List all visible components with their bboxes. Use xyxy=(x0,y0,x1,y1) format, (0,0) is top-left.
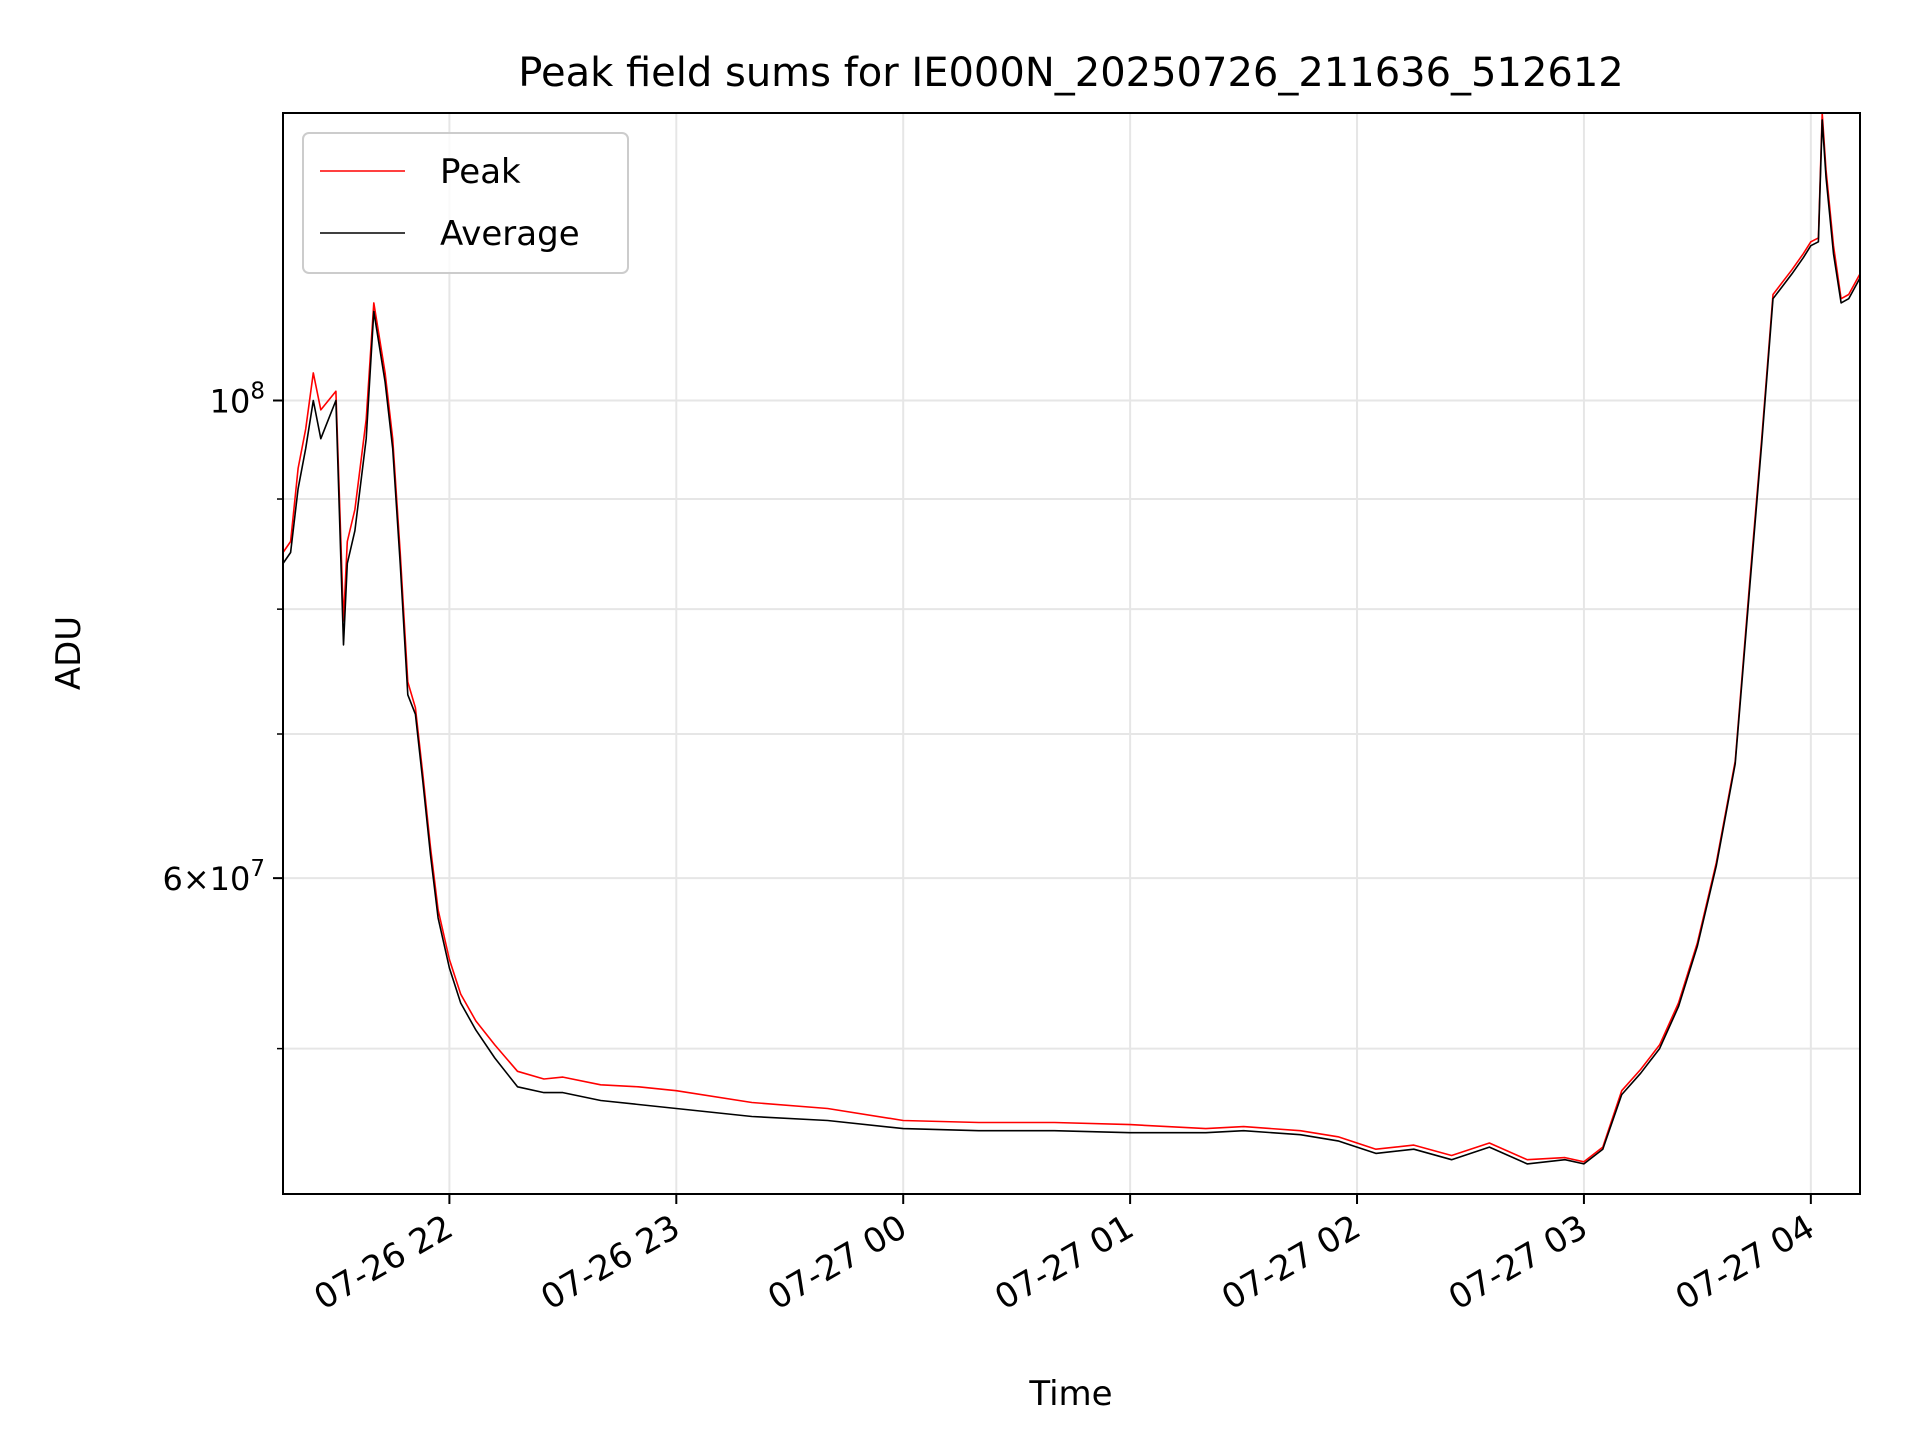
grid-lines xyxy=(283,113,1860,1194)
x-tick-label-5: 07-27 03 xyxy=(1442,1207,1594,1318)
legend-average-label: Average xyxy=(440,214,580,254)
y-axis-label: ADU xyxy=(49,616,89,690)
x-tick-label-0: 07-26 22 xyxy=(308,1207,460,1318)
x-axis-label: Time xyxy=(1028,1374,1112,1414)
y-axis-ticks: 108 6×107 xyxy=(162,379,283,1050)
legend-box xyxy=(302,132,629,274)
y-tick-label-0: 108 xyxy=(210,379,265,421)
legend-peak-label: Peak xyxy=(440,152,521,192)
x-axis-ticks: 07-26 22 07-26 23 07-27 00 07-27 01 07-27 02… xyxy=(308,1194,1821,1318)
plot-frame xyxy=(282,112,1861,1195)
series-lines xyxy=(282,112,1861,1165)
x-tick-label-2: 07-27 00 xyxy=(761,1207,913,1318)
chart-title: Peak field sums for IE000N_20250726_2116… xyxy=(518,50,1623,96)
x-tick-label-6: 07-27 04 xyxy=(1669,1207,1821,1318)
series-line-average xyxy=(282,119,1861,1165)
x-tick-label-4: 07-27 02 xyxy=(1215,1207,1367,1318)
legend: Peak Average xyxy=(302,132,629,274)
x-tick-label-1: 07-26 23 xyxy=(534,1207,686,1318)
x-tick-label-3: 07-27 01 xyxy=(988,1207,1140,1318)
y-tick-label-1: 6×107 xyxy=(162,856,265,898)
